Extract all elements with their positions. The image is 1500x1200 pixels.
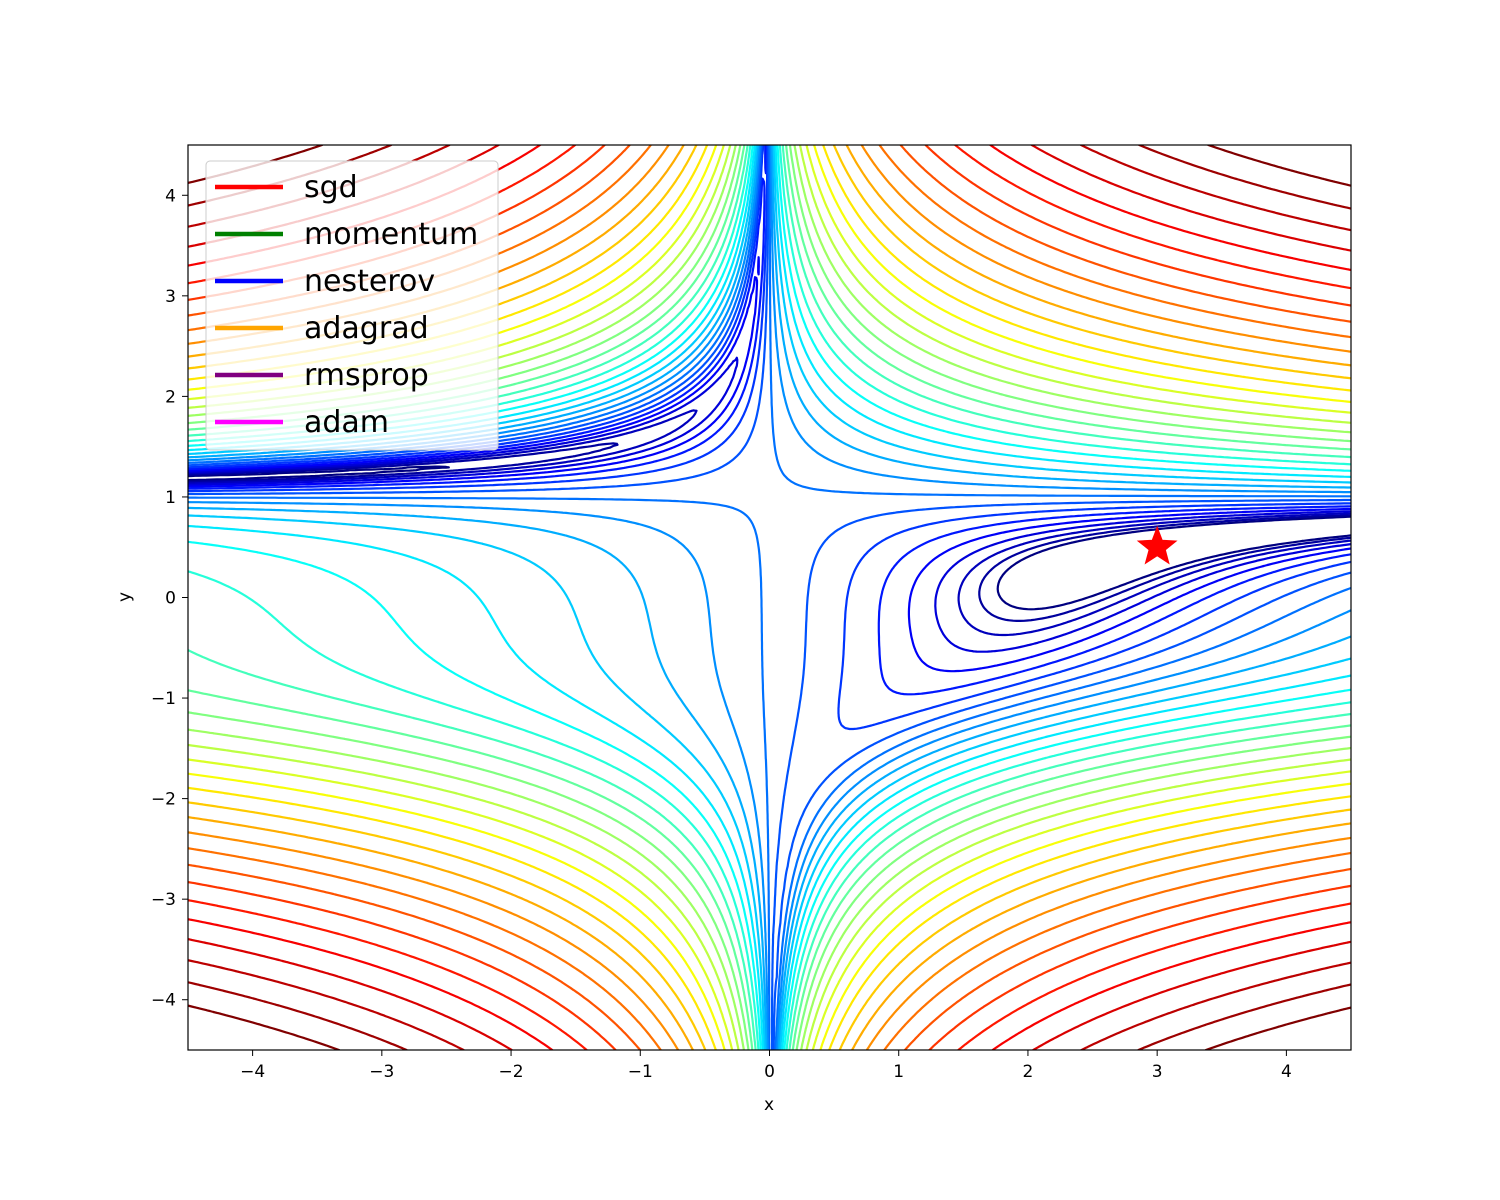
contour-level-line xyxy=(188,145,1351,1050)
contour-level-line xyxy=(188,256,1351,673)
x-tick-label: 0 xyxy=(764,1062,775,1082)
contour-level-line xyxy=(188,145,1351,731)
contour-level-line xyxy=(188,145,1351,1050)
x-tick-label: −4 xyxy=(240,1062,265,1082)
contour-level-line xyxy=(188,356,1351,653)
contour-level-line xyxy=(188,145,1351,1050)
legend-label-rmsprop: rmsprop xyxy=(304,358,429,393)
contour-level-line xyxy=(188,465,1351,611)
y-tick-label: −4 xyxy=(151,991,176,1011)
y-tick-label: 2 xyxy=(165,387,176,407)
x-tick-label: −2 xyxy=(499,1062,524,1082)
x-tick-label: −1 xyxy=(628,1062,653,1082)
legend-label-sgd: sgd xyxy=(304,170,358,205)
minimum-star-marker xyxy=(1136,525,1178,565)
x-tick-label: 1 xyxy=(893,1062,904,1082)
legend-label-momentum: momentum xyxy=(304,217,478,252)
x-axis-label: x xyxy=(764,1095,774,1115)
contour-level-line xyxy=(188,145,1351,1050)
x-tick-label: 4 xyxy=(1281,1062,1292,1082)
legend-label-nesterov: nesterov xyxy=(304,264,435,299)
y-tick-label: 0 xyxy=(165,589,176,609)
contour-level-line xyxy=(188,442,1351,622)
contour-level-line xyxy=(188,145,1351,1050)
legend-label-adagrad: adagrad xyxy=(304,311,429,346)
y-tick-label: −2 xyxy=(151,790,176,810)
minimum-marker-layer xyxy=(1136,525,1178,565)
y-tick-label: 3 xyxy=(165,287,176,307)
y-axis-label: y xyxy=(115,592,135,602)
contour-level-line xyxy=(188,409,1351,637)
x-tick-label: −3 xyxy=(369,1062,394,1082)
x-tick-label: 2 xyxy=(1023,1062,1034,1082)
legend: sgd momentum nesterov adagrad rmsprop adam xyxy=(205,160,499,451)
legend-label-adam: adam xyxy=(304,405,389,440)
y-tick-label: 1 xyxy=(165,488,176,508)
y-tick-label: −3 xyxy=(151,890,176,910)
contour-level-line xyxy=(188,145,1351,1050)
x-axis-ticks: −4 −3 −2 −1 0 1 2 3 4 xyxy=(240,1050,1292,1082)
y-axis-ticks: −4 −3 −2 −1 0 1 2 3 4 xyxy=(151,186,188,1011)
contour-level-line xyxy=(188,145,1351,1050)
y-tick-label: −1 xyxy=(151,689,176,709)
contour-level-line xyxy=(188,145,1351,1050)
y-tick-label: 4 xyxy=(165,186,176,206)
x-tick-label: 3 xyxy=(1152,1062,1163,1082)
